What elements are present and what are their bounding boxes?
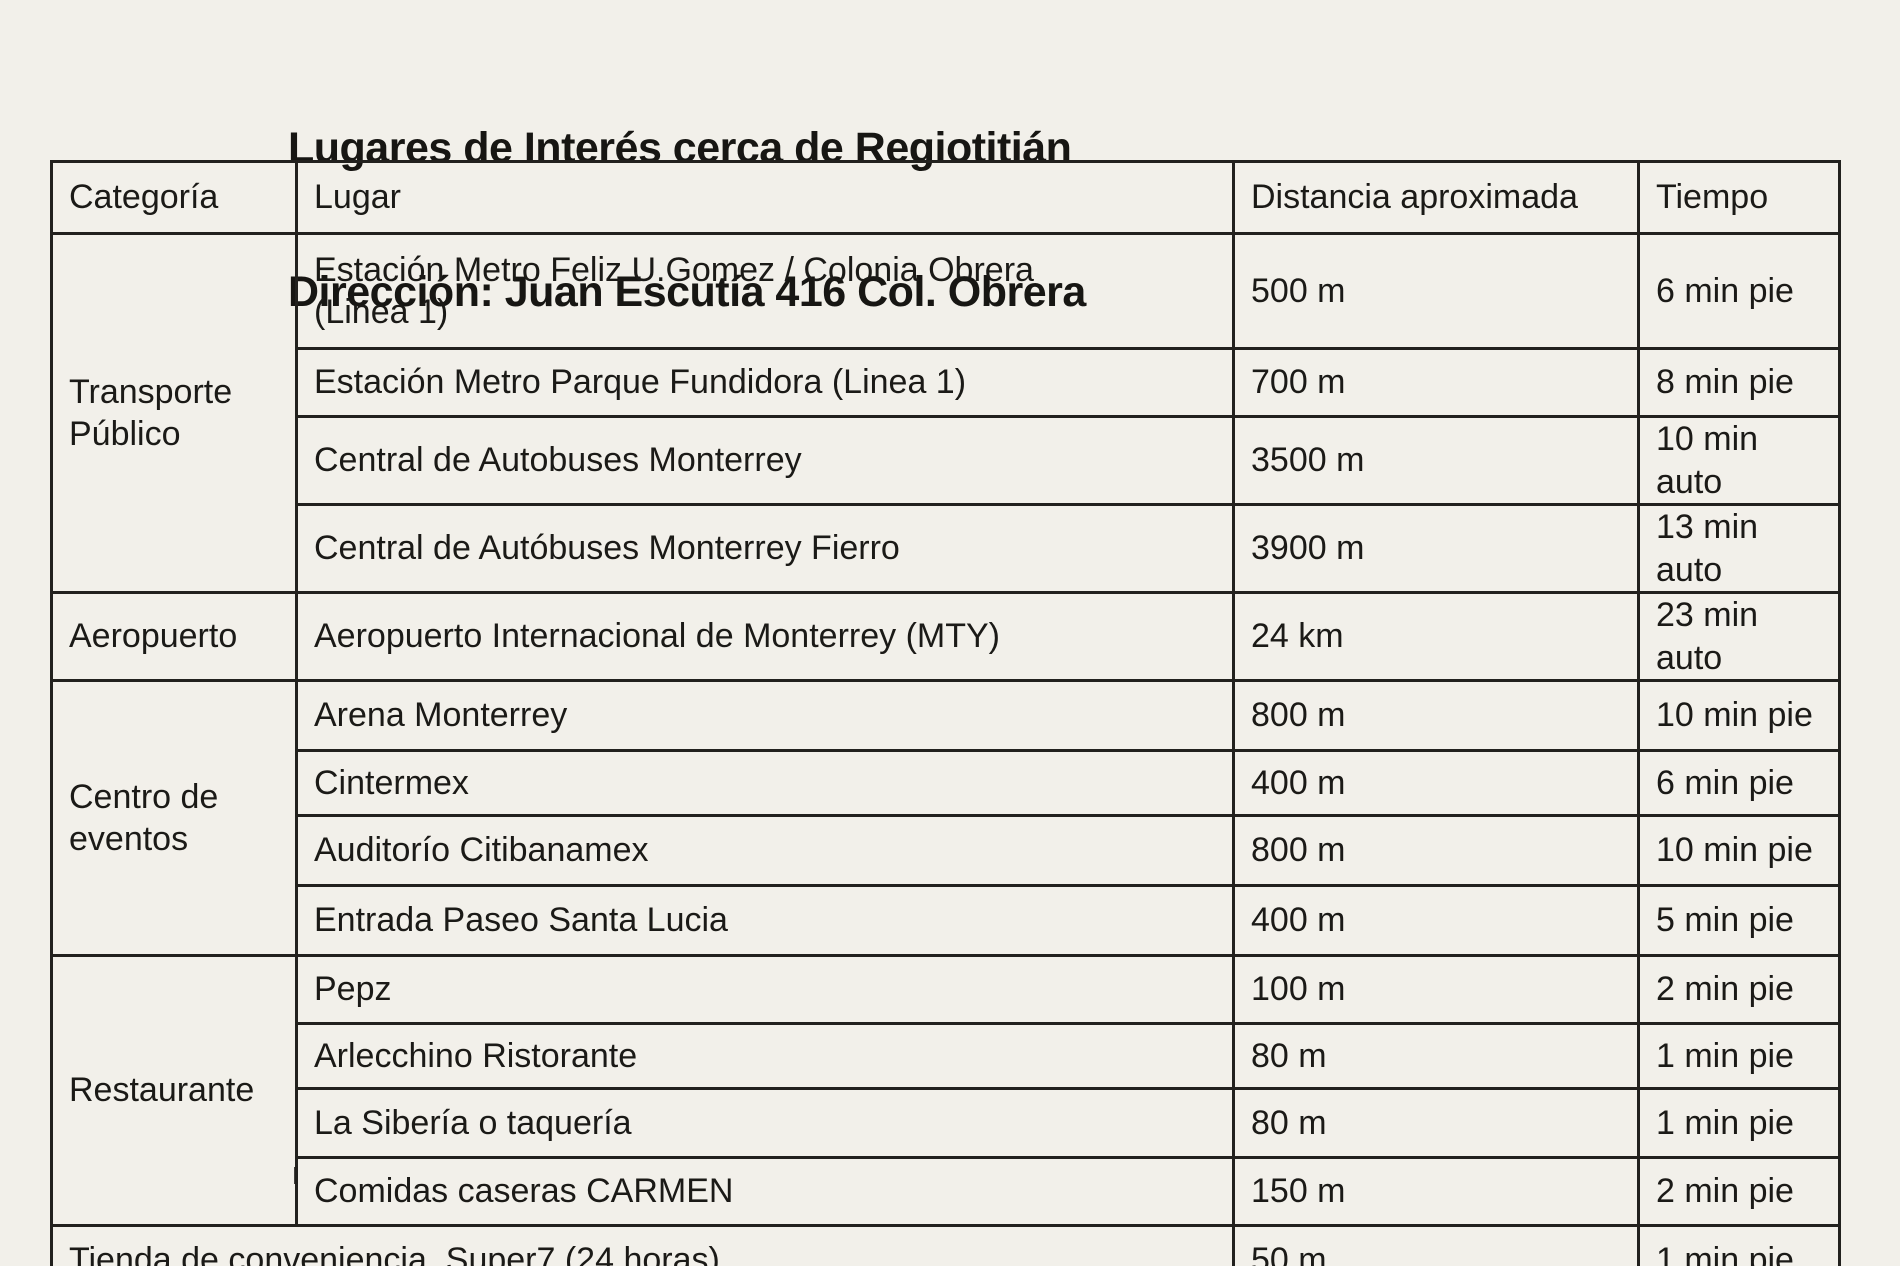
table-row: Restaurante Pepz 100 m 2 min pie xyxy=(50,954,1841,1227)
distance-cell: 400 m xyxy=(1232,884,1640,957)
header-categoria: Categoría xyxy=(50,160,298,235)
category-cell-transporte-publico: Transporte Público xyxy=(50,232,298,594)
time-cell: 8 min pie xyxy=(1637,347,1841,418)
place-cell: Arena Monterrey xyxy=(295,679,1235,752)
distance-cell: 24 km xyxy=(1232,591,1640,682)
table-row: Central de Autobuses Monterrey 3500 m 10… xyxy=(52,415,1841,506)
table-row: Arlecchino Ristorante 80 m 1 min pie xyxy=(52,1022,1841,1090)
header-lugar: Lugar xyxy=(295,160,1235,235)
header-distancia: Distancia aproximada xyxy=(1232,160,1640,235)
place-cell: Entrada Paseo Santa Lucia xyxy=(295,884,1235,957)
distance-cell: 700 m xyxy=(1232,347,1640,418)
place-cell: La Sibería o taquería xyxy=(295,1087,1235,1159)
time-cell: 1 min pie xyxy=(1637,1224,1841,1266)
table-row: Comidas caseras CARMEN 150 m 2 min pie xyxy=(52,1156,1841,1227)
leftover-divider-tick xyxy=(294,1167,298,1184)
time-cell: 6 min pie xyxy=(1637,232,1841,350)
distance-cell: 150 m xyxy=(1232,1156,1640,1227)
merged-category-place-cell: Tienda de conveniencia Super7 (24 horas) xyxy=(50,1224,1235,1266)
place-cell: Central de Autobuses Monterrey xyxy=(295,415,1235,506)
time-cell: 10 min pie xyxy=(1637,814,1841,887)
header-tiempo: Tiempo xyxy=(1637,160,1841,235)
table-row: La Sibería o taquería 80 m 1 min pie xyxy=(52,1087,1841,1159)
distance-cell: 800 m xyxy=(1232,679,1640,752)
distance-cell: 3500 m xyxy=(1232,415,1640,506)
places-table: Categoría Lugar Distancia aproximada Tie… xyxy=(50,160,1841,1266)
distance-cell: 50 m xyxy=(1232,1224,1640,1266)
place-cell: Auditorío Citibanamex xyxy=(295,814,1235,887)
distance-cell: 80 m xyxy=(1232,1022,1640,1090)
place-cell: Pepz xyxy=(295,954,1235,1025)
table-row: Entrada Paseo Santa Lucia 400 m 5 min pi… xyxy=(52,884,1841,957)
place-cell: Aeropuerto Internacional de Monterrey (M… xyxy=(295,591,1235,682)
table-row: Estación Metro Parque Fundidora (Linea 1… xyxy=(52,347,1841,418)
table-row: Tienda de conveniencia Super7 (24 horas)… xyxy=(50,1224,1841,1266)
time-cell: 10 min auto xyxy=(1637,415,1841,506)
category-cell-aeropuerto: Aeropuerto xyxy=(50,591,298,682)
place-cell: Estación Metro Feliz U.Gomez / Colonia O… xyxy=(295,232,1235,350)
table-row: Auditorío Citibanamex 800 m 10 min pie xyxy=(52,814,1841,887)
table-row: Centro de eventos Arena Monterrey 800 m … xyxy=(50,679,1841,957)
category-cell-restaurante: Restaurante xyxy=(50,954,298,1227)
time-cell: 23 min auto xyxy=(1637,591,1841,682)
time-cell: 5 min pie xyxy=(1637,884,1841,957)
distance-cell: 500 m xyxy=(1232,232,1640,350)
time-cell: 6 min pie xyxy=(1637,749,1841,817)
table-row: Central de Autóbuses Monterrey Fierro 39… xyxy=(52,503,1841,594)
place-cell: Cintermex xyxy=(295,749,1235,817)
place-cell: Comidas caseras CARMEN xyxy=(295,1156,1235,1227)
table-row: Transporte Público Estación Metro Feliz … xyxy=(50,232,1841,594)
table-row: Cintermex 400 m 6 min pie xyxy=(52,749,1841,817)
place-cell: Arlecchino Ristorante xyxy=(295,1022,1235,1090)
distance-cell: 80 m xyxy=(1232,1087,1640,1159)
distance-cell: 800 m xyxy=(1232,814,1640,887)
table-row: Aeropuerto Aeropuerto Internacional de M… xyxy=(50,591,1841,682)
place-cell: Estación Metro Parque Fundidora (Linea 1… xyxy=(295,347,1235,418)
category-cell-centro-de-eventos: Centro de eventos xyxy=(50,679,298,957)
time-cell: 2 min pie xyxy=(1637,1156,1841,1227)
time-cell: 13 min auto xyxy=(1637,503,1841,594)
place-cell: Central de Autóbuses Monterrey Fierro xyxy=(295,503,1235,594)
time-cell: 2 min pie xyxy=(1637,954,1841,1025)
distance-cell: 400 m xyxy=(1232,749,1640,817)
time-cell: 1 min pie xyxy=(1637,1022,1841,1090)
distance-cell: 100 m xyxy=(1232,954,1640,1025)
header-row: Categoría Lugar Distancia aproximada Tie… xyxy=(50,160,1841,235)
distance-cell: 3900 m xyxy=(1232,503,1640,594)
time-cell: 1 min pie xyxy=(1637,1087,1841,1159)
time-cell: 10 min pie xyxy=(1637,679,1841,752)
